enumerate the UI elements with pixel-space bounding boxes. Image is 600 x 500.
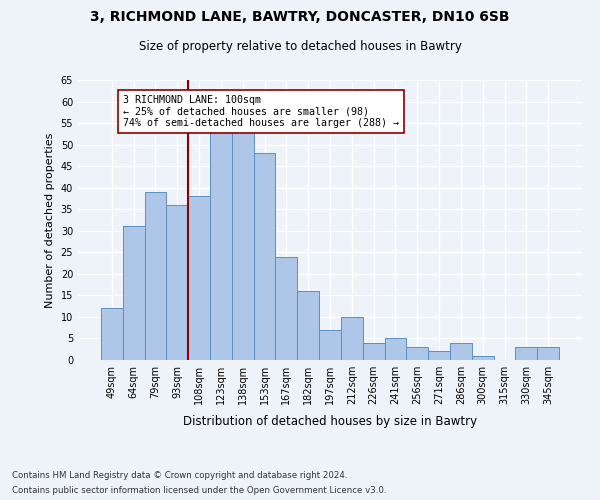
Bar: [537, 347, 559, 360]
Text: 3, RICHMOND LANE, BAWTRY, DONCASTER, DN10 6SB: 3, RICHMOND LANE, BAWTRY, DONCASTER, DN1…: [90, 10, 510, 24]
Bar: [297, 291, 319, 360]
Bar: [210, 132, 232, 360]
Bar: [385, 338, 406, 360]
Bar: [515, 347, 537, 360]
Bar: [319, 330, 341, 360]
Bar: [406, 347, 428, 360]
Bar: [166, 205, 188, 360]
Text: Contains public sector information licensed under the Open Government Licence v3: Contains public sector information licen…: [12, 486, 386, 495]
Bar: [254, 153, 275, 360]
Bar: [101, 308, 123, 360]
Bar: [472, 356, 494, 360]
Bar: [363, 343, 385, 360]
Text: Size of property relative to detached houses in Bawtry: Size of property relative to detached ho…: [139, 40, 461, 53]
Bar: [428, 352, 450, 360]
Bar: [232, 128, 254, 360]
Text: Distribution of detached houses by size in Bawtry: Distribution of detached houses by size …: [183, 415, 477, 428]
Bar: [145, 192, 166, 360]
Y-axis label: Number of detached properties: Number of detached properties: [45, 132, 55, 308]
Bar: [188, 196, 210, 360]
Text: 3 RICHMOND LANE: 100sqm
← 25% of detached houses are smaller (98)
74% of semi-de: 3 RICHMOND LANE: 100sqm ← 25% of detache…: [123, 95, 399, 128]
Text: Contains HM Land Registry data © Crown copyright and database right 2024.: Contains HM Land Registry data © Crown c…: [12, 471, 347, 480]
Bar: [275, 256, 297, 360]
Bar: [123, 226, 145, 360]
Bar: [341, 317, 363, 360]
Bar: [450, 343, 472, 360]
